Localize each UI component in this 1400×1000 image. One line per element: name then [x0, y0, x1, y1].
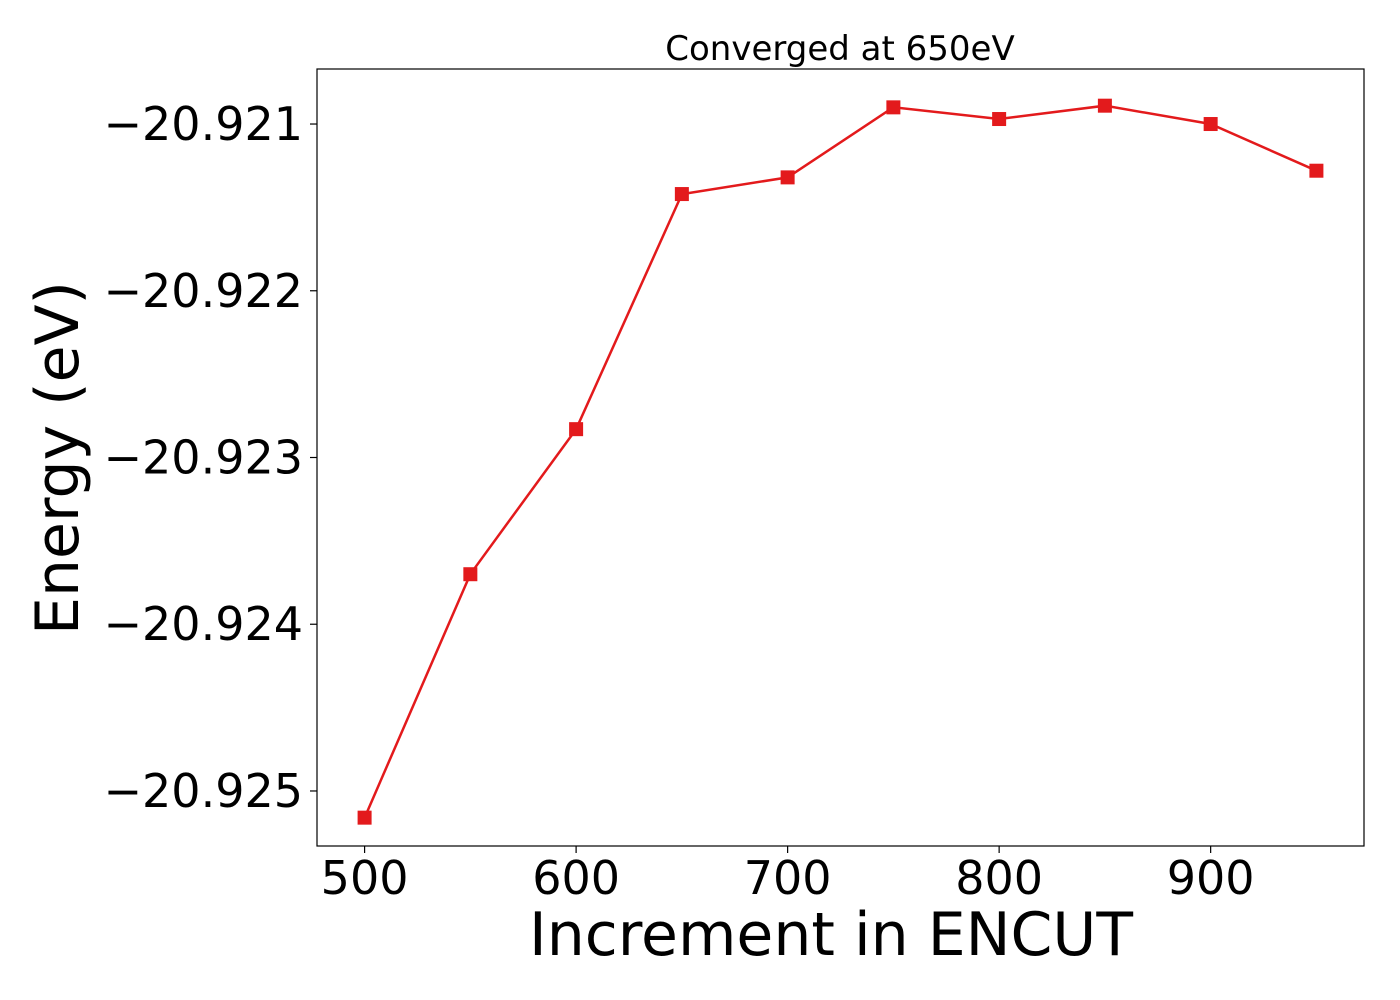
y-tick-label: −20.922 [104, 264, 304, 318]
data-point [992, 112, 1007, 127]
data-point [886, 100, 901, 115]
x-axis-title: Increment in ENCUT [529, 900, 1133, 970]
x-tick-label: 800 [955, 851, 1043, 905]
y-axis-title: Energy (eV) [23, 281, 93, 635]
series-line [363, 104, 1317, 819]
y-tick-label: −20.923 [104, 431, 304, 485]
data-point [1309, 163, 1324, 178]
x-axis: 500 600 700 800 900 [321, 846, 1255, 905]
data-point [1097, 98, 1112, 113]
data-point [780, 170, 795, 185]
data-point [357, 810, 372, 825]
y-tick-label: −20.924 [104, 597, 304, 651]
x-tick-label: 600 [532, 851, 620, 905]
y-tick-label: −20.921 [104, 97, 304, 151]
data-point [463, 567, 478, 582]
x-tick-label: 900 [1167, 851, 1255, 905]
y-axis: −20.921 −20.922 −20.923 −20.924 −20.925 [104, 97, 317, 818]
plot-area [316, 68, 1365, 847]
data-point [569, 422, 584, 437]
series-markers [357, 98, 1324, 825]
x-tick-label: 500 [321, 851, 409, 905]
y-tick-label: −20.925 [104, 764, 304, 818]
data-point [674, 187, 689, 202]
data-point [1203, 117, 1218, 132]
chart-title: Converged at 650eV [665, 29, 1014, 69]
x-tick-label: 700 [744, 851, 832, 905]
